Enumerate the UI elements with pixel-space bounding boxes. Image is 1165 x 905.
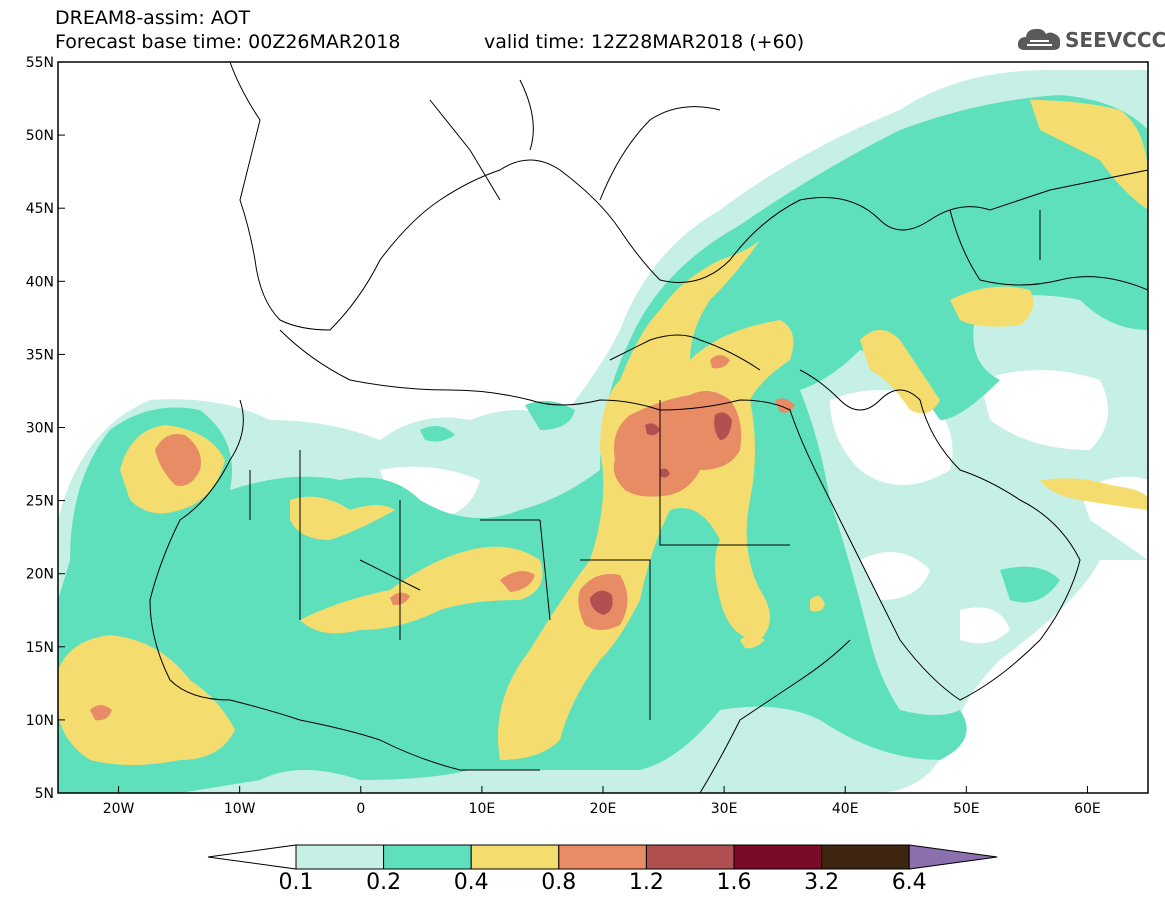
lat-label: 10N	[26, 713, 54, 729]
lat-label: 50N	[26, 128, 54, 144]
colorbar-segment	[295, 844, 385, 870]
lat-label: 30N	[26, 421, 54, 437]
seevccc-logo: SEEVCCC	[1017, 24, 1165, 56]
colorbar-label: 0.8	[541, 870, 577, 895]
coastlines-borders	[149, 62, 1148, 793]
lat-label: 35N	[26, 347, 54, 363]
colorbar-over-triangle	[908, 844, 998, 870]
colorbar-label: 1.2	[628, 870, 664, 895]
colorbar-label: 0.4	[453, 870, 489, 895]
colorbar	[207, 844, 998, 870]
valid-time: valid time: 12Z28MAR2018 (+60)	[484, 31, 805, 53]
logo-text: SEEVCCC	[1065, 28, 1165, 52]
lat-label: 15N	[26, 640, 54, 656]
colorbar-under-triangle	[207, 844, 297, 870]
lon-label: 20E	[590, 801, 617, 817]
colorbar-label: 6.4	[891, 870, 927, 895]
colorbar-segment	[558, 844, 647, 870]
lat-label: 40N	[26, 274, 54, 290]
lon-label: 50E	[953, 801, 980, 817]
lon-label: 20W	[103, 801, 135, 817]
lon-label: 0	[356, 801, 365, 817]
lat-label: 5N	[35, 786, 54, 802]
lon-label: 10W	[224, 801, 256, 817]
colorbar-label: 1.6	[716, 870, 752, 895]
colorbar-segment	[470, 844, 560, 870]
lat-label: 20N	[26, 567, 54, 583]
colorbar-segment	[645, 844, 735, 870]
aot-contours	[58, 70, 1148, 793]
lon-label: 40E	[832, 801, 859, 817]
colorbar-label: 3.2	[804, 870, 840, 895]
forecast-base-time: Forecast base time: 00Z26MAR2018	[55, 31, 401, 53]
lon-label: 30E	[711, 801, 738, 817]
lon-label: 60E	[1074, 801, 1101, 817]
lat-label: 25N	[26, 494, 54, 510]
colorbar-segment	[733, 844, 823, 870]
longitude-axis: 20W 10W 0 10E 20E 30E 40E 50E 60E	[103, 786, 1101, 817]
lat-label: 45N	[26, 201, 54, 217]
lat-label: 55N	[26, 55, 54, 71]
cloud-icon	[1017, 28, 1061, 50]
colorbar-segment	[821, 844, 910, 870]
latitude-axis: 55N 50N 45N 40N 35N 30N 25N 20N 15N 10N 5N	[26, 55, 65, 802]
map-title: DREAM8-assim: AOT	[55, 7, 251, 29]
colorbar-segment	[383, 844, 472, 870]
colorbar-label: 0.2	[366, 870, 402, 895]
lon-label: 10E	[469, 801, 496, 817]
colorbar-label: 0.1	[278, 870, 314, 895]
